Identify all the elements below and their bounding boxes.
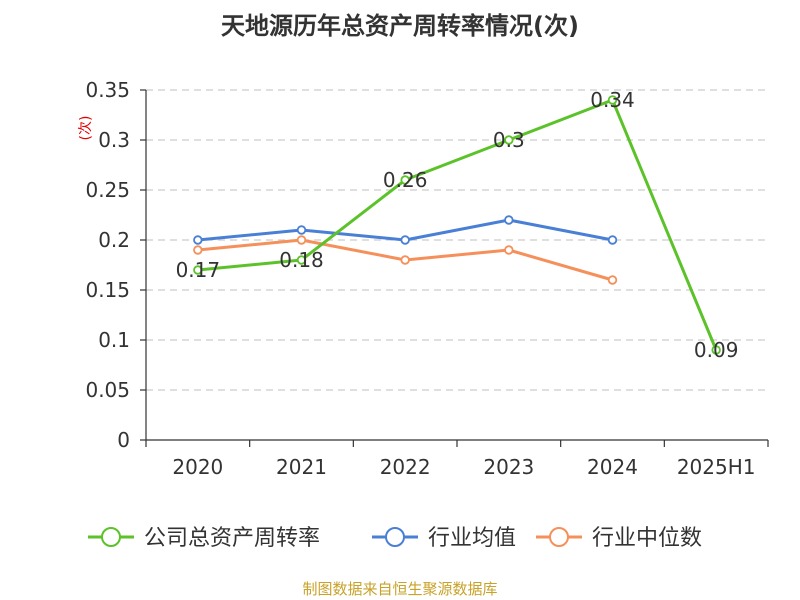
chart-title: 天地源历年总资产周转率情况(次) [221,12,579,40]
data-point [607,275,618,285]
data-label: 0.26 [383,168,428,192]
data-point [607,235,618,245]
legend-item: 行业中位数 [536,526,702,551]
data-label: 0.34 [590,88,635,112]
data-point [504,135,514,145]
data-point [504,215,514,225]
y-tick-label: 0.15 [85,278,130,302]
x-tick-label: 2023 [483,455,534,479]
data-label: 0.3 [493,128,525,152]
tick-labels: 0 0.05 0.1 0.15 0.2 0.25 0.3 0.35 2020 2021 2022 20… [85,78,755,479]
data-point [296,255,307,265]
y-tick-label: 0 [117,428,130,452]
data-label: 0.17 [176,258,221,282]
legend: 公司总资产周转率 行业均值 行业中位数 [88,526,702,551]
data-point [193,245,203,255]
data-point [607,95,618,105]
x-tick-label: 2024 [587,455,638,479]
data-point [193,235,203,245]
y-axis-label: (次) [78,116,94,141]
legend-marker [549,527,569,547]
data-point [400,235,410,245]
axes [140,89,769,447]
x-tick-label: 2025H1 [677,455,756,479]
x-tick-label: 2021 [276,455,327,479]
legend-item: 公司总资产周转率 [88,526,320,551]
legend-marker [101,527,121,547]
legend-label: 行业均值 [428,526,516,551]
data-point [504,245,514,255]
y-tick-label: 0.25 [85,178,130,202]
data-label: 0.09 [694,338,739,362]
series-layer [193,95,721,355]
data-label: 0.18 [279,248,324,272]
data-point [711,345,721,355]
grid-lines [146,89,768,391]
legend-item: 行业均值 [372,526,516,551]
source-note: 制图数据来自恒生聚源数据库 [302,580,497,598]
data-point [296,235,307,245]
y-tick-label: 0.3 [98,128,130,152]
data-point [193,265,203,275]
legend-label: 公司总资产周转率 [144,526,320,551]
data-point [296,225,307,235]
y-tick-label: 0.2 [98,228,130,252]
data-point [400,175,410,185]
y-tick-label: 0.1 [98,328,130,352]
legend-marker [385,527,405,547]
data-point [400,255,410,265]
legend-label: 行业中位数 [592,526,702,551]
y-tick-label: 0.35 [85,78,130,102]
y-tick-label: 0.05 [85,378,130,402]
series-line-0 [197,98,718,351]
data-labels: 0.17 0.18 0.26 0.3 0.34 0.09 [176,88,739,362]
x-tick-label: 2022 [380,455,431,479]
x-tick-label: 2020 [172,455,223,479]
